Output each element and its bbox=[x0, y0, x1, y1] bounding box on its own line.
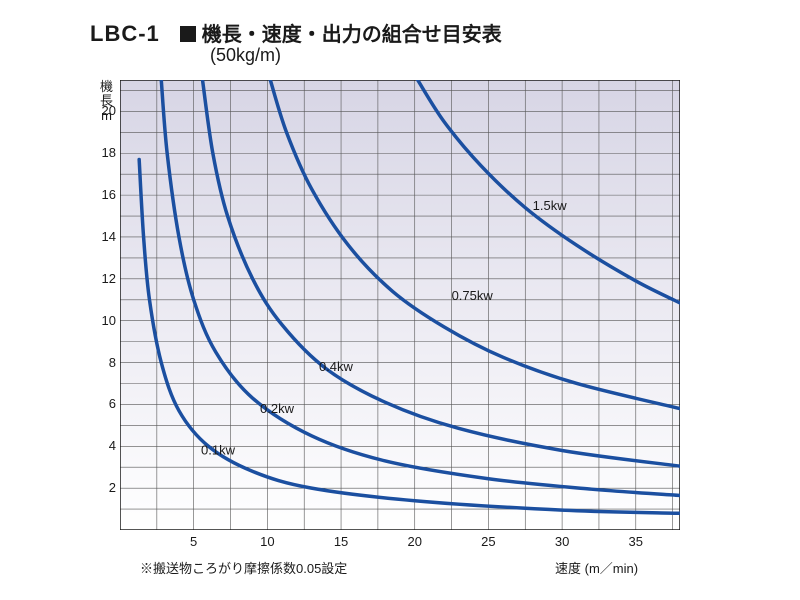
model-label: LBC-1 bbox=[90, 21, 160, 47]
y-tick: 10 bbox=[86, 313, 116, 328]
x-tick: 5 bbox=[179, 534, 209, 549]
x-tick: 25 bbox=[473, 534, 503, 549]
y-tick: 18 bbox=[86, 145, 116, 160]
x-tick: 20 bbox=[400, 534, 430, 549]
header-row: LBC-1 機長・速度・出力の組合せ目安表 bbox=[90, 18, 502, 47]
footnote: ※搬送物ころがり摩擦係数0.05設定 bbox=[140, 558, 347, 577]
chart-subtitle: (50kg/m) bbox=[210, 45, 281, 66]
x-tick: 30 bbox=[547, 534, 577, 549]
y-tick: 14 bbox=[86, 229, 116, 244]
y-tick: 16 bbox=[86, 187, 116, 202]
y-tick: 6 bbox=[86, 396, 116, 411]
curve-label: 0.1kw bbox=[201, 443, 236, 458]
x-tick: 35 bbox=[621, 534, 651, 549]
y-tick: 8 bbox=[86, 355, 116, 370]
y-tick: 12 bbox=[86, 271, 116, 286]
curve-label: 0.2kw bbox=[260, 401, 295, 416]
ylabel-line: 機 bbox=[100, 79, 113, 94]
x-tick: 10 bbox=[252, 534, 282, 549]
x-tick: 15 bbox=[326, 534, 356, 549]
y-tick: 4 bbox=[86, 438, 116, 453]
x-axis-label: 速度 (m／min) bbox=[555, 558, 638, 577]
curve-label: 0.75kw bbox=[452, 288, 494, 303]
chart-area: 0.1kw 0.2kw 0.4kw 0.75kw 1.5kw bbox=[120, 80, 680, 530]
square-bullet-icon bbox=[180, 26, 196, 42]
chart-title: 機長・速度・出力の組合せ目安表 bbox=[202, 18, 502, 47]
curve-label: 1.5kw bbox=[533, 198, 568, 213]
y-tick: 2 bbox=[86, 480, 116, 495]
y-tick: 20 bbox=[86, 103, 116, 118]
curve-label: 0.4kw bbox=[319, 359, 354, 374]
